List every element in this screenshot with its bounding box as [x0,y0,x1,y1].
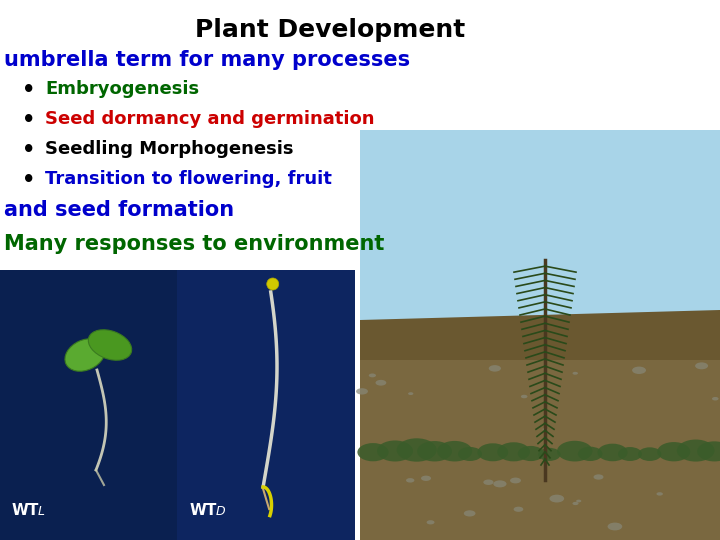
Ellipse shape [695,362,708,369]
Text: •: • [22,110,35,130]
Text: Transition to flowering, fruit: Transition to flowering, fruit [45,170,332,188]
Ellipse shape [377,440,415,462]
Ellipse shape [517,438,556,462]
Text: D: D [216,505,225,518]
Ellipse shape [657,441,691,462]
Ellipse shape [618,444,647,461]
Text: L: L [38,505,45,518]
Ellipse shape [89,330,132,360]
Ellipse shape [438,445,465,461]
Ellipse shape [376,380,387,386]
Ellipse shape [578,447,602,461]
Ellipse shape [538,447,563,461]
Ellipse shape [266,278,279,290]
FancyBboxPatch shape [0,270,177,540]
Ellipse shape [357,439,395,462]
Ellipse shape [356,388,368,395]
Text: Seed dormancy and germination: Seed dormancy and germination [45,110,374,128]
Ellipse shape [572,372,578,375]
Ellipse shape [406,478,415,483]
Text: Seedling Morphogenesis: Seedling Morphogenesis [45,140,294,158]
FancyBboxPatch shape [360,130,720,380]
Ellipse shape [418,443,449,461]
Ellipse shape [493,481,507,488]
Ellipse shape [576,500,581,502]
Ellipse shape [657,492,663,496]
Ellipse shape [397,445,426,461]
Polygon shape [360,310,720,360]
Ellipse shape [593,474,603,480]
Ellipse shape [457,441,493,462]
Ellipse shape [608,523,622,530]
Ellipse shape [464,510,475,517]
FancyBboxPatch shape [177,270,355,540]
Ellipse shape [712,397,719,401]
Ellipse shape [426,520,434,524]
Ellipse shape [478,446,505,461]
Ellipse shape [510,477,521,483]
Ellipse shape [597,439,635,462]
Ellipse shape [549,495,564,503]
FancyBboxPatch shape [360,340,720,540]
Text: and seed formation: and seed formation [4,200,234,220]
Ellipse shape [638,444,667,461]
Text: Many responses to environment: Many responses to environment [4,234,384,254]
Text: Plant Development: Plant Development [195,18,465,42]
Ellipse shape [678,443,709,461]
Ellipse shape [408,392,413,395]
Text: •: • [22,140,35,160]
Ellipse shape [697,439,720,462]
Ellipse shape [421,476,431,481]
Text: WT: WT [190,503,217,518]
Text: •: • [22,80,35,100]
Ellipse shape [65,339,105,371]
Ellipse shape [489,365,501,372]
Text: WT: WT [12,503,40,518]
Ellipse shape [498,448,521,461]
Ellipse shape [521,395,528,399]
Text: Embryogenesis: Embryogenesis [45,80,199,98]
Ellipse shape [369,374,376,377]
Text: umbrella term for many processes: umbrella term for many processes [4,50,410,70]
Ellipse shape [483,480,493,485]
Ellipse shape [513,507,523,512]
Ellipse shape [572,502,579,505]
Ellipse shape [557,442,591,461]
Ellipse shape [543,428,548,430]
Ellipse shape [632,367,646,374]
Text: •: • [22,170,35,190]
